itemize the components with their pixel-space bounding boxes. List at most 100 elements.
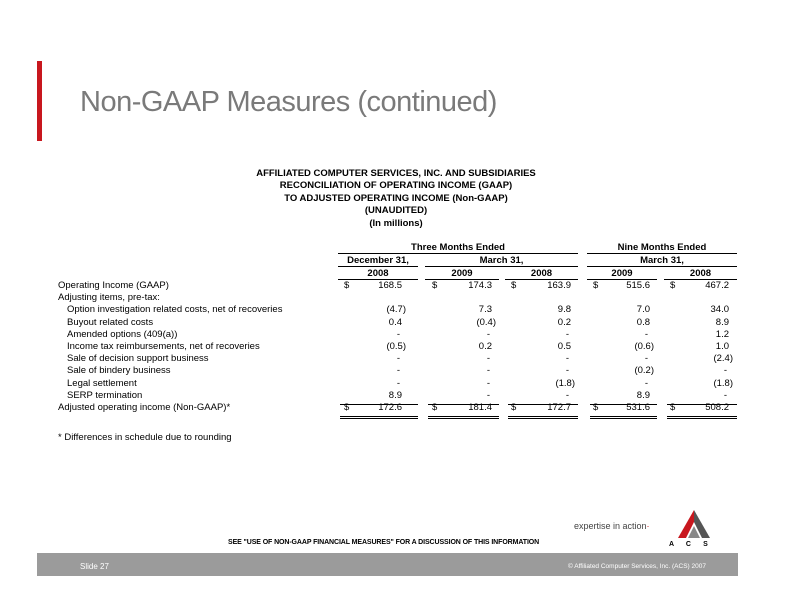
table-row: Adjusting items, pre-tax: — [0, 292, 792, 304]
header-nine-months: Nine Months Ended — [587, 242, 737, 254]
cell-col1: 168.5 — [378, 280, 402, 291]
copyright: © Affiliated Computer Services, Inc. (AC… — [568, 563, 706, 570]
disclaimer: SEE "USE OF NON-GAAP FINANCIAL MEASURES"… — [228, 539, 540, 546]
cell-col3: - — [565, 353, 569, 365]
table-row: Income tax reimbursements, net of recove… — [0, 341, 792, 353]
footer-bar — [37, 553, 738, 576]
report-header-subtitle: TO ADJUSTED OPERATING INCOME (Non-GAAP) — [284, 192, 508, 204]
cell-col1: (0.5) — [386, 341, 406, 352]
total-double-rule-col5 — [667, 416, 737, 419]
cell-col1: 172.6 — [378, 402, 402, 413]
cell-col2: - — [486, 353, 490, 365]
report-header-unaudited: (UNAUDITED) — [364, 205, 428, 217]
header-dec31: December 31, — [338, 255, 418, 267]
cell-col2: 0.2 — [478, 341, 492, 352]
currency-symbol: $ — [432, 280, 438, 291]
row-label: Adjusting items, pre-tax: — [58, 292, 160, 304]
cell-col4: 8.9 — [636, 389, 650, 401]
table-row: Legal settlement - - (1.8) - (1.8) — [0, 378, 792, 390]
cell-col1: (4.7) — [386, 304, 406, 316]
header-three-months: Three Months Ended — [338, 242, 578, 254]
cell-col5: 1.2 — [715, 328, 729, 340]
cell-col5: (1.8) — [713, 377, 733, 389]
subtotal-rule-col2 — [428, 404, 499, 405]
logo-letter-a: A — [668, 541, 675, 548]
header-col5-year: 2008 — [664, 268, 737, 280]
cell-col1: - — [396, 328, 400, 340]
header-col4-year: 2009 — [587, 268, 657, 280]
row-label: Adjusted operating income (Non-GAAP)* — [58, 402, 231, 413]
currency-symbol: $ — [670, 402, 676, 413]
row-label: Buyout related costs — [67, 316, 154, 328]
table-row: Option investigation related costs, net … — [0, 304, 792, 316]
cell-col2: 174.3 — [468, 280, 492, 291]
cell-col2: - — [486, 328, 490, 340]
acs-logo-icon — [678, 510, 710, 538]
total-double-rule-col1 — [340, 416, 418, 419]
cell-col4: 0.8 — [636, 316, 650, 328]
footnote: * Differences in schedule due to roundin… — [58, 432, 232, 443]
cell-col2: - — [486, 377, 490, 389]
currency-symbol: $ — [344, 402, 350, 413]
cell-col3: - — [565, 328, 569, 340]
cell-col5: 1.0 — [715, 341, 729, 352]
cell-col4: - — [644, 328, 648, 340]
table-row: Adjusted operating income (Non-GAAP)* $17… — [0, 402, 792, 414]
subtotal-rule-col5 — [667, 404, 737, 405]
cell-col2: - — [486, 389, 490, 401]
table-row: Sale of decision support business - - - - (2.… — [0, 353, 792, 365]
currency-symbol: $ — [344, 280, 350, 291]
row-label: Sale of decision support business — [67, 353, 209, 365]
total-double-rule-col2 — [428, 416, 499, 419]
logo-letter-s: S — [703, 541, 708, 548]
cell-col4: (0.2) — [634, 365, 654, 377]
header-mar31-nine: March 31, — [587, 255, 737, 267]
cell-col4: - — [644, 377, 648, 389]
cell-col3: 0.5 — [557, 341, 571, 352]
subtotal-rule-col4 — [590, 404, 657, 405]
report-header-company: AFFILIATED COMPUTER SERVICES, INC. AND S… — [256, 168, 536, 179]
row-label: SERP termination — [67, 389, 143, 401]
cell-col5: 467.2 — [705, 280, 729, 291]
slide-number: Slide 27 — [80, 562, 109, 571]
cell-col3: (1.8) — [555, 377, 575, 389]
row-label: Amended options (409(a)) — [67, 328, 178, 340]
table-row: Sale of bindery business - - - (0.2) - — [0, 365, 792, 377]
title-accent-bar — [37, 61, 42, 141]
report-header-units: (In millions) — [369, 217, 423, 229]
report-header: AFFILIATED COMPUTER SERVICES, INC. AND S… — [0, 168, 792, 230]
table-row: SERP termination 8.9 - - 8.9 - — [0, 390, 792, 402]
header-col2-year: 2009 — [425, 268, 499, 280]
row-label: Option investigation related costs, net … — [67, 304, 283, 316]
cell-col3: 0.2 — [557, 316, 571, 328]
currency-symbol: $ — [670, 280, 676, 291]
tagline-text: expertise in action — [574, 521, 647, 531]
cell-col2: (0.4) — [476, 316, 496, 328]
header-col1-year: 2008 — [338, 268, 418, 280]
cell-col2: 181.4 — [468, 402, 492, 413]
header-col3-year: 2008 — [505, 268, 578, 280]
row-label: Sale of bindery business — [67, 365, 171, 377]
cell-col2: - — [486, 365, 490, 377]
slide-title: Non-GAAP Measures (continued) — [80, 86, 497, 118]
cell-col1: - — [396, 377, 400, 389]
cell-col5: 34.0 — [710, 304, 730, 316]
subtotal-rule-col1 — [340, 404, 418, 405]
cell-col3: 163.9 — [547, 280, 571, 291]
cell-col4: (0.6) — [634, 341, 654, 352]
row-label: Income tax reimbursements, net of recove… — [67, 341, 260, 352]
cell-col4: 7.0 — [636, 304, 650, 316]
cell-col3: 172.7 — [547, 402, 571, 413]
total-double-rule-col4 — [590, 416, 657, 419]
cell-col2: 7.3 — [478, 304, 492, 316]
acs-logo-letters: A C S — [664, 541, 726, 548]
table-row: Operating Income (GAAP) $168.5 $174.3 $163.… — [0, 280, 792, 292]
tagline: expertise in action· — [574, 521, 650, 531]
cell-col3: - — [565, 365, 569, 377]
currency-symbol: $ — [432, 402, 438, 413]
cell-col4: 515.6 — [626, 280, 650, 291]
cell-col3: - — [565, 389, 569, 401]
currency-symbol: $ — [593, 280, 599, 291]
cell-col4: - — [644, 353, 648, 365]
cell-col1: - — [396, 365, 400, 377]
